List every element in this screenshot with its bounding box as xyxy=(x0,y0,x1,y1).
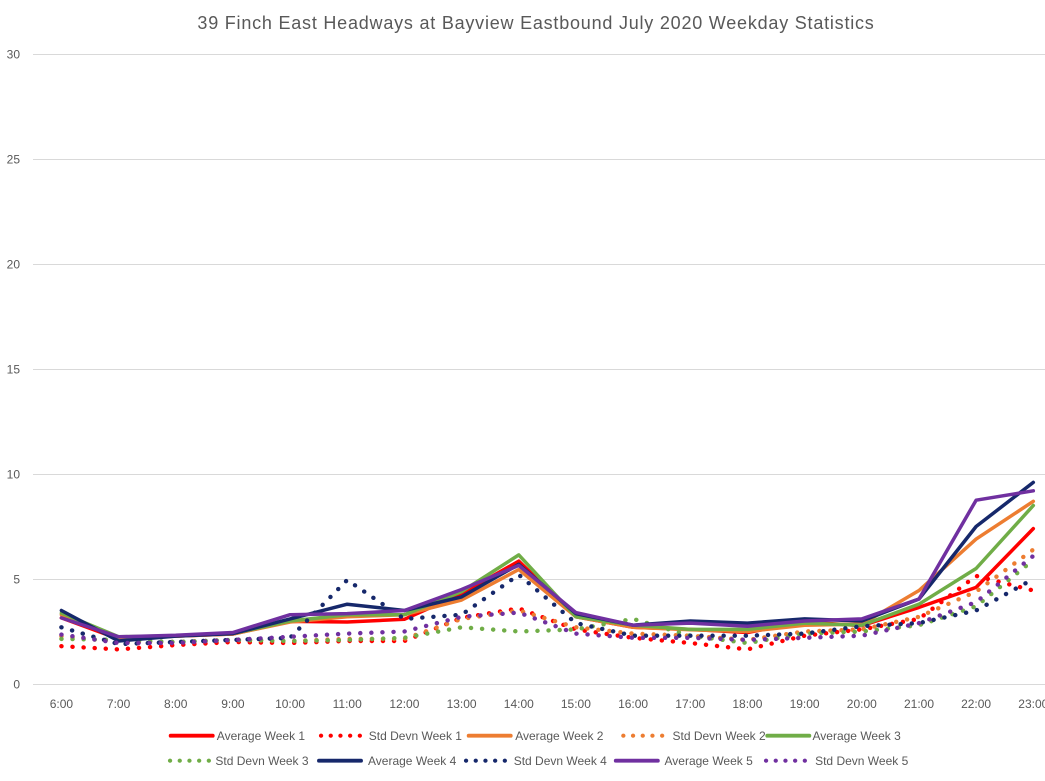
svg-text:Average Week 4: Average Week 4 xyxy=(368,754,457,768)
svg-text:15:00: 15:00 xyxy=(561,697,591,711)
svg-text:19:00: 19:00 xyxy=(790,697,820,711)
svg-text:Average Week 2: Average Week 2 xyxy=(515,729,604,743)
svg-text:39 Finch East Headways at Bayv: 39 Finch East Headways at Bayview Eastbo… xyxy=(197,13,874,33)
svg-text:Std Devn Week 3: Std Devn Week 3 xyxy=(215,754,308,768)
svg-text:15: 15 xyxy=(7,362,21,376)
svg-text:22:00: 22:00 xyxy=(961,697,991,711)
svg-text:Average Week 1: Average Week 1 xyxy=(217,729,306,743)
svg-text:9:00: 9:00 xyxy=(221,697,245,711)
svg-text:12:00: 12:00 xyxy=(389,697,419,711)
svg-text:8:00: 8:00 xyxy=(164,697,188,711)
svg-text:Std Devn Week 5: Std Devn Week 5 xyxy=(815,754,908,768)
svg-text:5: 5 xyxy=(13,572,20,586)
svg-text:13:00: 13:00 xyxy=(447,697,477,711)
svg-text:Average Week 5: Average Week 5 xyxy=(665,754,754,768)
svg-text:21:00: 21:00 xyxy=(904,697,934,711)
svg-text:10: 10 xyxy=(7,467,21,481)
svg-text:Average Week 3: Average Week 3 xyxy=(813,729,902,743)
svg-text:14:00: 14:00 xyxy=(504,697,534,711)
svg-text:0: 0 xyxy=(13,677,20,691)
svg-text:Std Devn Week 1: Std Devn Week 1 xyxy=(369,729,462,743)
svg-text:18:00: 18:00 xyxy=(732,697,762,711)
svg-text:6:00: 6:00 xyxy=(50,697,74,711)
svg-text:30: 30 xyxy=(7,47,21,61)
svg-text:23:00: 23:00 xyxy=(1018,697,1045,711)
svg-text:17:00: 17:00 xyxy=(675,697,705,711)
svg-text:20: 20 xyxy=(7,257,21,271)
svg-text:20:00: 20:00 xyxy=(847,697,877,711)
svg-text:10:00: 10:00 xyxy=(275,697,305,711)
svg-text:25: 25 xyxy=(7,152,21,166)
svg-text:Std Devn Week 2: Std Devn Week 2 xyxy=(673,729,766,743)
svg-text:Std Devn Week 4: Std Devn Week 4 xyxy=(514,754,607,768)
svg-text:11:00: 11:00 xyxy=(333,697,362,711)
svg-text:16:00: 16:00 xyxy=(618,697,648,711)
svg-text:7:00: 7:00 xyxy=(107,697,131,711)
